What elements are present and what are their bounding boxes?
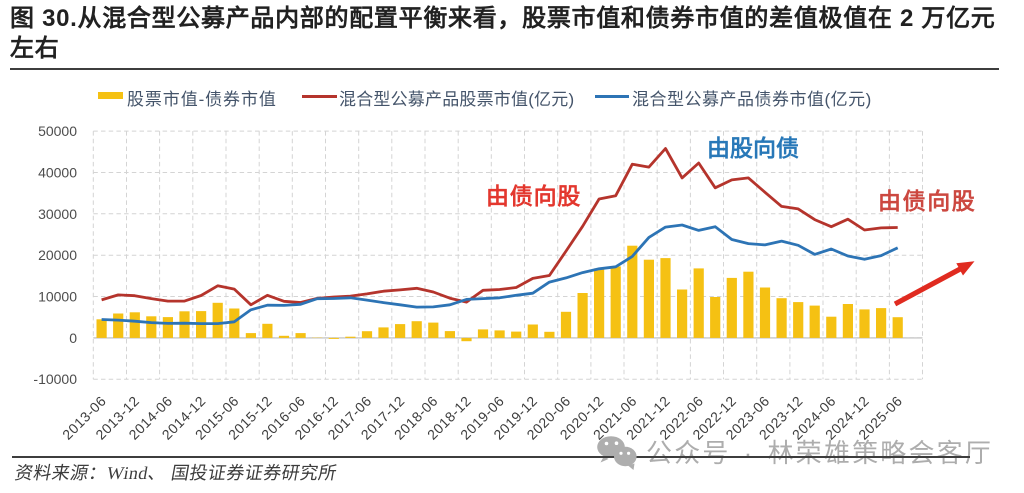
svg-text:40000: 40000 [38,165,77,181]
svg-text:0: 0 [69,330,77,346]
svg-text:20000: 20000 [38,247,77,263]
svg-text:50000: 50000 [38,123,77,139]
svg-text:10000: 10000 [38,289,77,305]
svg-text:-10000: -10000 [33,371,77,387]
svg-text:30000: 30000 [38,206,77,222]
